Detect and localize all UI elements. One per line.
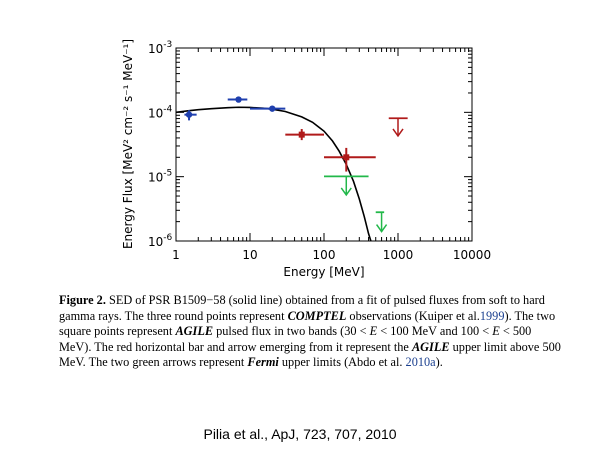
caption-agile-2: AGILE (411, 339, 450, 354)
axis-ticks (175, 48, 472, 242)
data-point-circle (269, 105, 276, 112)
sed-chart: 1 10 100 1000 10000 10-6 10-5 10-4 10-3 Energy [… (121, 39, 491, 279)
caption-line-5a: horizontal bar and arrow emerging from i… (135, 339, 409, 354)
citation: Pilia et al., ApJ, 723, 707, 2010 (203, 426, 397, 442)
caption-energy-symbol-2: E (492, 324, 500, 339)
x-tick-label: 1000 (383, 248, 414, 262)
x-tick-label: 10000 (453, 248, 491, 262)
plot-frame (175, 47, 473, 242)
caption-ref-kuiper-year[interactable]: 1999 (479, 308, 505, 323)
upper-limit-arrowhead (392, 128, 404, 138)
figure-label: Figure 2. (59, 293, 106, 307)
caption-line-4c: < 500 MeV). The red (59, 324, 532, 354)
caption-agile-1: AGILE (175, 324, 214, 339)
x-tick-label: 100 (313, 248, 336, 262)
caption-energy-symbol-1: E (369, 324, 378, 339)
x-axis-label: Energy [MeV] (283, 265, 364, 279)
model-curve (175, 106, 372, 242)
caption-line-1: SED of PSR B1509−58 (solid line) obtaine… (108, 293, 459, 307)
data-point-circle (235, 96, 242, 103)
data-point-square (298, 131, 305, 138)
x-tick-label: 1 (172, 248, 180, 262)
caption-comptel: COMPTEL (287, 308, 347, 323)
caption-fermi: Fermi (247, 355, 279, 370)
y-axis-label: Energy Flux [MeV² cm⁻² s⁻¹ MeV⁻¹] (121, 39, 135, 249)
y-tick-label: 10-4 (148, 104, 173, 120)
figure-caption: Figure 2. SED of PSR B1509−58 (solid lin… (59, 293, 564, 371)
y-tick-label: 10-3 (148, 40, 172, 56)
caption-line-7b: ). (435, 355, 443, 370)
tick-labels: 1 10 100 1000 10000 10-6 10-5 10-4 10-3 (148, 40, 491, 262)
caption-line-2: from soft to hard gamma rays. The three … (59, 293, 545, 323)
caption-ref-abdo-year[interactable]: 2010a (405, 355, 436, 370)
caption-line-4b: < 100 MeV and 100 < (380, 324, 490, 339)
data-point-circle (185, 111, 193, 118)
y-tick-label: 10-6 (148, 233, 173, 249)
caption-line-6a: above 500 MeV. The two green arrows repr… (59, 339, 561, 370)
caption-line-4a: flux in two bands (30 < (251, 324, 367, 339)
x-tick-label: 10 (242, 248, 257, 262)
caption-line-3c: pulsed (216, 324, 249, 339)
data-marks (184, 96, 408, 233)
caption-line-3b: ). The two square points represent (59, 308, 556, 339)
caption-line-5b: upper limit (452, 339, 507, 354)
upper-limit-arrowhead (375, 224, 388, 233)
y-tick-label: 10-5 (148, 169, 172, 185)
caption-line-6b: upper limits (Abdo et al. (281, 355, 403, 370)
caption-line-3a: observations (Kuiper et al. (349, 308, 480, 323)
upper-limit-arrowhead (340, 187, 352, 197)
data-point-square (343, 154, 350, 161)
